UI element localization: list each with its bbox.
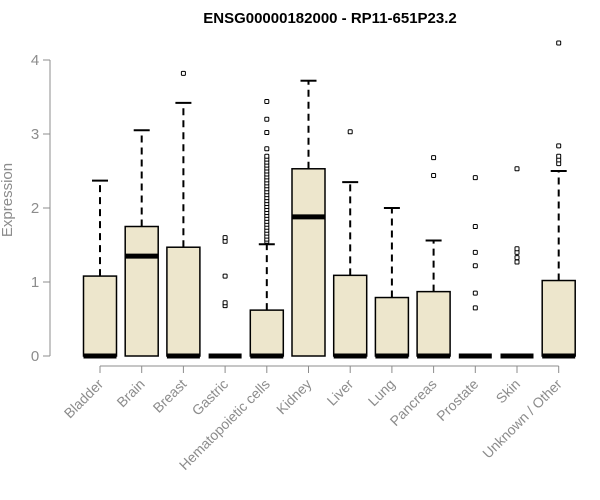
chart-title: ENSG00000182000 - RP11-651P23.2 [203, 10, 457, 27]
outlier-point [514, 255, 520, 261]
outlier-point [222, 235, 228, 241]
box-prostate [458, 175, 492, 359]
y-tick-label: 1 [31, 274, 39, 291]
box-rect [82, 275, 118, 357]
outlier-point [264, 153, 270, 159]
outlier-point [514, 246, 520, 252]
outlier-point [222, 273, 228, 279]
boxes-group [82, 40, 576, 359]
outlier-point [222, 300, 228, 306]
outlier-point [264, 98, 270, 104]
outlier-point [431, 172, 437, 178]
box-bladder [82, 179, 118, 359]
outlier-point [472, 249, 478, 255]
y-tick-label: 0 [31, 348, 39, 365]
outlier-point [556, 40, 562, 46]
outlier-point [472, 224, 478, 229]
outlier-point [472, 175, 478, 181]
box-gastric [208, 235, 242, 359]
x-tick-label: Skin [493, 376, 524, 407]
x-tick-label: Lung [365, 376, 398, 409]
box-pancreas [416, 155, 451, 359]
outlier-point [264, 146, 270, 152]
outlier-point [472, 290, 478, 296]
x-tick-label: Kidney [273, 376, 315, 418]
x-tick-label: Bladder [61, 376, 107, 422]
box-rect [124, 225, 159, 357]
outlier-point [180, 70, 186, 76]
box-lung [374, 207, 410, 359]
box-skin [500, 166, 534, 359]
outlier-point [556, 153, 562, 159]
outlier-point [472, 305, 478, 311]
outlier-point [514, 166, 520, 172]
outlier-point [472, 263, 478, 269]
outlier-point [347, 129, 353, 135]
box-brain [124, 129, 159, 357]
y-axis-label: Expression [0, 163, 16, 237]
box-rect [166, 246, 201, 357]
x-tick-label: Prostate [433, 376, 481, 424]
y-tick-label: 2 [31, 200, 39, 217]
outlier-point [556, 143, 562, 149]
y-tick-label: 4 [31, 52, 39, 69]
box-rect [416, 290, 451, 357]
x-tick-label: Unknown / Other [479, 376, 565, 462]
y-tick-label: 3 [31, 126, 39, 143]
box-breast [166, 70, 201, 359]
box-hematopoietic-cells [249, 98, 285, 359]
x-tick-label: Breast [150, 376, 190, 416]
box-kidney [291, 79, 326, 357]
box-rect [291, 168, 326, 357]
y-axis: 0 1 2 3 4 [31, 52, 51, 365]
outlier-point [514, 259, 520, 265]
outlier-point [431, 155, 437, 161]
x-tick-label: Liver [324, 376, 357, 409]
box-unknown-other [541, 40, 576, 359]
box-rect [332, 274, 368, 357]
box-rect [249, 309, 285, 357]
box-liver [332, 129, 368, 359]
box-rect [374, 296, 410, 357]
x-tick-label: Brain [113, 376, 147, 410]
outlier-point [264, 116, 270, 122]
box-rect [541, 279, 576, 357]
outlier-point [264, 130, 270, 136]
